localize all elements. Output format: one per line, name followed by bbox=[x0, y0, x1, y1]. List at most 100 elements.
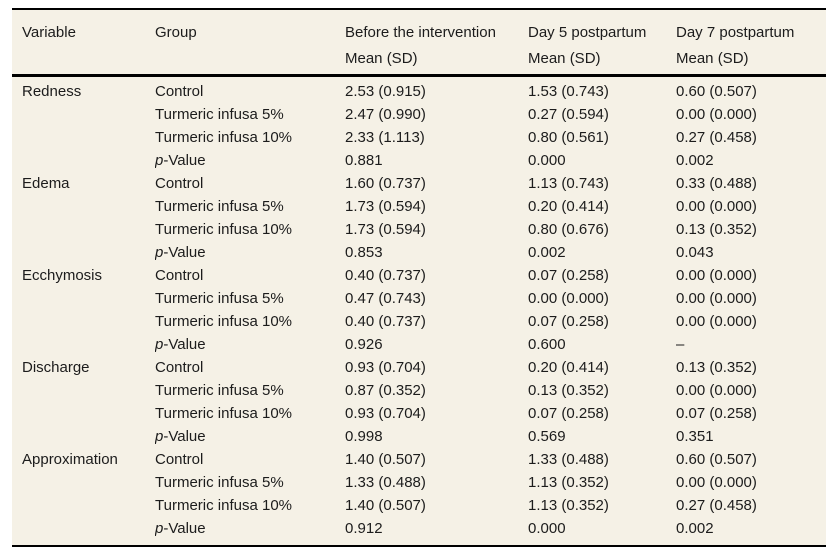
table-row: Discharge Control 0.93 (0.704) 0.20 (0.414)… bbox=[12, 356, 826, 379]
cell-day7-postpartum: 0.00 (0.000) bbox=[676, 106, 757, 123]
subheader-empty bbox=[12, 42, 155, 77]
cell-day5-postpartum: 0.07 (0.258) bbox=[528, 267, 609, 284]
cell-variable bbox=[12, 126, 155, 149]
cell-before-intervention: 2.47 (0.990) bbox=[345, 106, 426, 123]
column-header-day5: Day 5 postpartum bbox=[528, 24, 647, 41]
cell-variable bbox=[12, 333, 155, 356]
p-value-italic-p: p bbox=[155, 336, 164, 353]
cell-variable bbox=[12, 103, 155, 126]
column-header-before: Before the intervention bbox=[345, 24, 496, 41]
cell-before-intervention: 1.40 (0.507) bbox=[345, 451, 426, 468]
subheader-mean-sd-day7: Mean (SD) bbox=[676, 42, 826, 77]
table-row: p-Value 0.926 0.600 – bbox=[12, 333, 826, 356]
cell-group: p-Value bbox=[155, 244, 206, 261]
cell-day5-postpartum: 0.20 (0.414) bbox=[528, 359, 609, 376]
column-header-day7: Day 7 postpartum bbox=[676, 24, 795, 41]
table-row: Redness Control 2.53 (0.915) 1.53 (0.743) 0.… bbox=[12, 76, 826, 104]
table-row: Turmeric infusa 10% 1.73 (0.594) 0.80 (0.6… bbox=[12, 218, 826, 241]
cell-group: Turmeric infusa 5% bbox=[155, 382, 284, 399]
cell-day5-postpartum: 0.000 bbox=[528, 520, 566, 537]
cell-before-intervention: 0.881 bbox=[345, 152, 383, 169]
subheader-mean-sd-day5: Mean (SD) bbox=[528, 42, 676, 77]
cell-day5-postpartum: 0.20 (0.414) bbox=[528, 198, 609, 215]
p-value-italic-p: p bbox=[155, 152, 164, 169]
cell-day7-postpartum: 0.00 (0.000) bbox=[676, 382, 757, 399]
cell-day7-postpartum: 0.07 (0.258) bbox=[676, 405, 757, 422]
cell-before-intervention: 0.47 (0.743) bbox=[345, 290, 426, 307]
cell-group: Turmeric infusa 10% bbox=[155, 405, 292, 422]
table-row: Turmeric infusa 10% 1.40 (0.507) 1.13 (0.3… bbox=[12, 494, 826, 517]
cell-variable bbox=[12, 287, 155, 310]
subheader-empty bbox=[155, 42, 345, 77]
cell-day7-postpartum: 0.27 (0.458) bbox=[676, 497, 757, 514]
cell-before-intervention: 2.53 (0.915) bbox=[345, 83, 426, 100]
cell-before-intervention: 0.926 bbox=[345, 336, 383, 353]
cell-group: Control bbox=[155, 267, 204, 284]
cell-variable bbox=[12, 379, 155, 402]
cell-day7-postpartum: 0.00 (0.000) bbox=[676, 313, 757, 330]
cell-before-intervention: 0.93 (0.704) bbox=[345, 405, 426, 422]
cell-variable bbox=[12, 310, 155, 333]
cell-day5-postpartum: 1.13 (0.352) bbox=[528, 474, 609, 491]
cell-before-intervention: 1.33 (0.488) bbox=[345, 474, 426, 491]
cell-group: Turmeric infusa 5% bbox=[155, 198, 284, 215]
cell-day5-postpartum: 0.07 (0.258) bbox=[528, 405, 609, 422]
cell-day7-postpartum: 0.13 (0.352) bbox=[676, 359, 757, 376]
cell-variable: Redness bbox=[22, 83, 82, 100]
cell-day5-postpartum: 0.00 (0.000) bbox=[528, 290, 609, 307]
table-row: Turmeric infusa 5% 0.47 (0.743) 0.00 (0.00… bbox=[12, 287, 826, 310]
cell-group: Turmeric infusa 10% bbox=[155, 497, 292, 514]
cell-group: Turmeric infusa 10% bbox=[155, 313, 292, 330]
cell-day5-postpartum: 0.002 bbox=[528, 244, 566, 261]
table-row: Ecchymosis Control 0.40 (0.737) 0.07 (0.258… bbox=[12, 264, 826, 287]
cell-day7-postpartum: 0.00 (0.000) bbox=[676, 267, 757, 284]
results-table: Variable Group Before the intervention D… bbox=[12, 10, 826, 545]
subheader-mean-sd-before: Mean (SD) bbox=[345, 42, 528, 77]
cell-before-intervention: 1.73 (0.594) bbox=[345, 221, 426, 238]
cell-group: Turmeric infusa 10% bbox=[155, 129, 292, 146]
cell-day5-postpartum: 0.27 (0.594) bbox=[528, 106, 609, 123]
cell-before-intervention: 0.40 (0.737) bbox=[345, 267, 426, 284]
table-row: p-Value 0.912 0.000 0.002 bbox=[12, 517, 826, 545]
p-value-italic-p: p bbox=[155, 520, 164, 537]
cell-before-intervention: 0.912 bbox=[345, 520, 383, 537]
cell-day7-postpartum: 0.33 (0.488) bbox=[676, 175, 757, 192]
cell-variable bbox=[12, 517, 155, 545]
table-row: Approximation Control 1.40 (0.507) 1.33 (0.… bbox=[12, 448, 826, 471]
cell-variable bbox=[12, 218, 155, 241]
p-value-italic-p: p bbox=[155, 244, 164, 261]
cell-before-intervention: 0.40 (0.737) bbox=[345, 313, 426, 330]
cell-before-intervention: 0.998 bbox=[345, 428, 383, 445]
cell-before-intervention: 0.93 (0.704) bbox=[345, 359, 426, 376]
cell-group: Turmeric infusa 10% bbox=[155, 221, 292, 238]
cell-before-intervention: 1.40 (0.507) bbox=[345, 497, 426, 514]
cell-day5-postpartum: 1.13 (0.352) bbox=[528, 497, 609, 514]
table-row: Turmeric infusa 10% 2.33 (1.113) 0.80 (0.5… bbox=[12, 126, 826, 149]
cell-day5-postpartum: 0.600 bbox=[528, 336, 566, 353]
cell-variable bbox=[12, 241, 155, 264]
cell-group: Turmeric infusa 5% bbox=[155, 474, 284, 491]
cell-group: p-Value bbox=[155, 336, 206, 353]
column-header-variable: Variable bbox=[22, 24, 76, 41]
cell-day5-postpartum: 0.13 (0.352) bbox=[528, 382, 609, 399]
cell-day5-postpartum: 1.13 (0.743) bbox=[528, 175, 609, 192]
cell-group: Control bbox=[155, 83, 204, 100]
cell-variable bbox=[12, 149, 155, 172]
cell-day7-postpartum: 0.043 bbox=[676, 244, 714, 261]
cell-day7-postpartum: 0.00 (0.000) bbox=[676, 198, 757, 215]
table-body: Redness Control 2.53 (0.915) 1.53 (0.743) 0.… bbox=[12, 76, 826, 546]
cell-group: Turmeric infusa 5% bbox=[155, 106, 284, 123]
cell-day7-postpartum: 0.00 (0.000) bbox=[676, 290, 757, 307]
cell-day7-postpartum: 0.002 bbox=[676, 152, 714, 169]
cell-variable: Edema bbox=[22, 175, 70, 192]
cell-group: Control bbox=[155, 359, 204, 376]
cell-variable bbox=[12, 471, 155, 494]
cell-before-intervention: 2.33 (1.113) bbox=[345, 129, 425, 146]
table-row: Turmeric infusa 10% 0.40 (0.737) 0.07 (0.2… bbox=[12, 310, 826, 333]
cell-variable bbox=[12, 402, 155, 425]
cell-day5-postpartum: 1.53 (0.743) bbox=[528, 83, 609, 100]
cell-variable bbox=[12, 425, 155, 448]
cell-day5-postpartum: 0.80 (0.561) bbox=[528, 129, 609, 146]
table-row: p-Value 0.853 0.002 0.043 bbox=[12, 241, 826, 264]
table-row: p-Value 0.881 0.000 0.002 bbox=[12, 149, 826, 172]
